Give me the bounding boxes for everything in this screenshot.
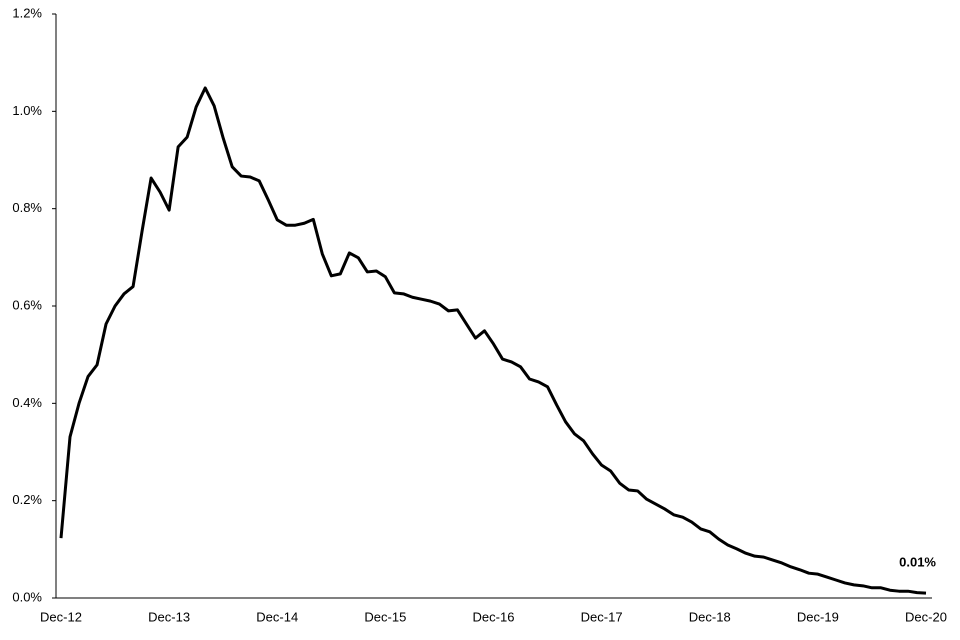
x-tick-label: Dec-14 xyxy=(256,609,298,624)
y-tick-label: 1.0% xyxy=(12,103,42,118)
x-tick-label: Dec-15 xyxy=(364,609,406,624)
x-tick-label: Dec-17 xyxy=(581,609,623,624)
x-tick-label: Dec-16 xyxy=(473,609,515,624)
y-tick-label: 0.6% xyxy=(12,297,42,312)
x-tick-label: Dec-12 xyxy=(40,609,82,624)
x-tick-label: Dec-19 xyxy=(797,609,839,624)
x-tick-label: Dec-13 xyxy=(148,609,190,624)
data-line xyxy=(59,86,927,595)
x-tick-label: Dec-20 xyxy=(905,609,947,624)
y-tick-label: 1.2% xyxy=(12,5,42,20)
x-tick-label: Dec-18 xyxy=(689,609,731,624)
data-label: 0.01% xyxy=(899,555,936,570)
y-tick-label: 0.8% xyxy=(12,200,42,215)
y-tick-label: 0.2% xyxy=(12,492,42,507)
y-tick-label: 0.0% xyxy=(12,589,42,604)
y-tick-label: 0.4% xyxy=(12,395,42,410)
